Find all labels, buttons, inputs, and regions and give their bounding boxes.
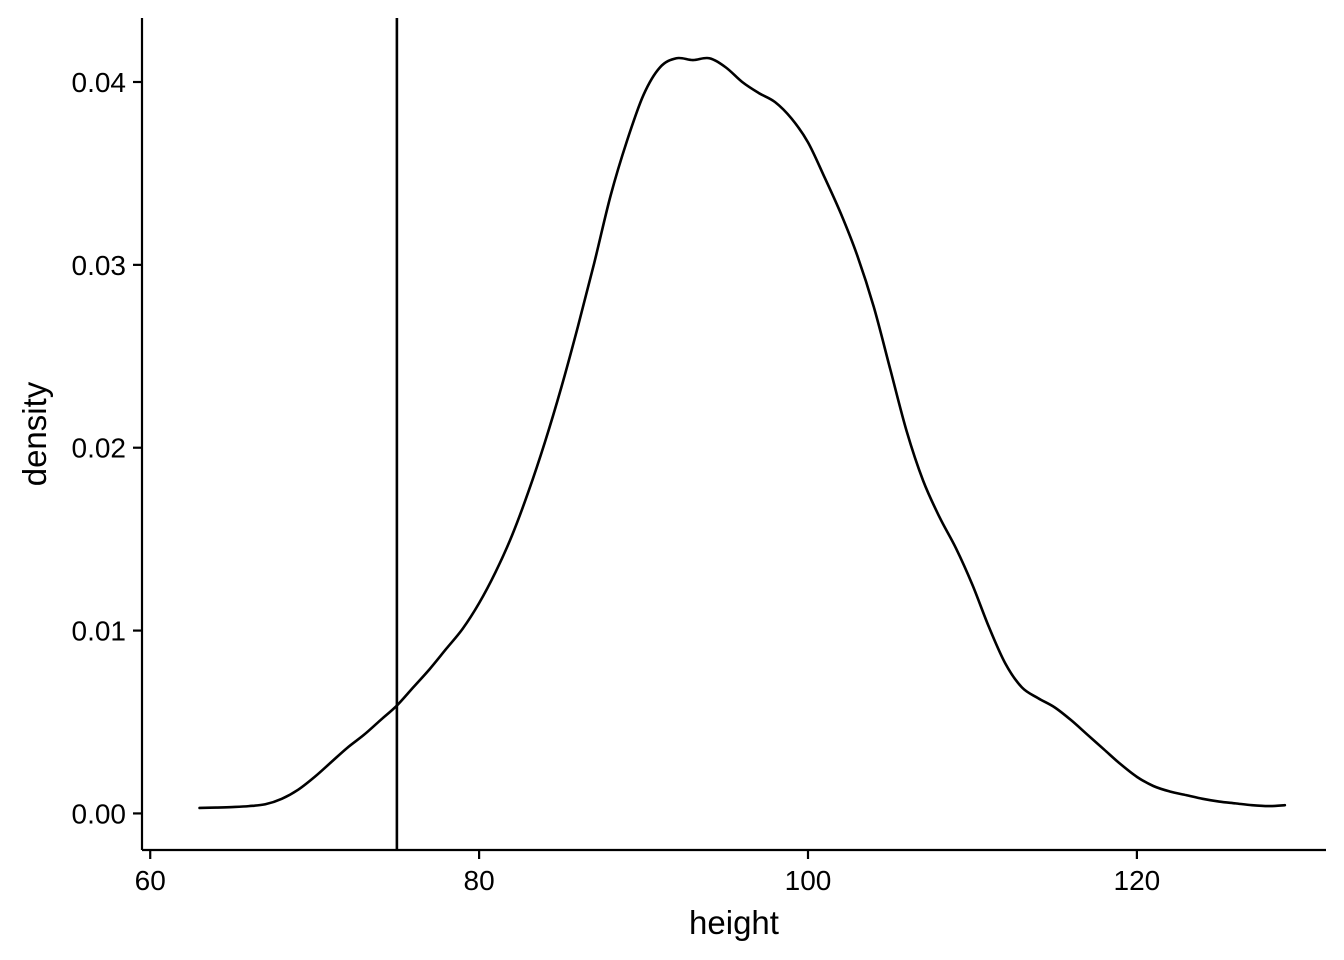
- x-axis-ticks: 60 80 100 120: [135, 850, 1161, 896]
- x-tick-label: 60: [135, 865, 166, 896]
- x-tick-label: 120: [1114, 865, 1161, 896]
- density-curve: [198, 56, 1287, 810]
- y-tick-label: 0.04: [72, 67, 127, 98]
- y-tick-label: 0.03: [72, 250, 127, 281]
- x-tick-label: 100: [785, 865, 832, 896]
- y-tick-label: 0.00: [72, 798, 127, 829]
- y-tick-label: 0.02: [72, 433, 127, 464]
- axes: [140, 18, 1326, 852]
- y-axis-title: density: [16, 381, 53, 486]
- y-tick-label: 0.01: [72, 616, 127, 647]
- x-tick-label: 80: [464, 865, 495, 896]
- y-axis-ticks: 0.00 0.01 0.02 0.03 0.04: [72, 67, 142, 829]
- plot-area: [198, 18, 1287, 850]
- x-axis-title: height: [689, 904, 779, 941]
